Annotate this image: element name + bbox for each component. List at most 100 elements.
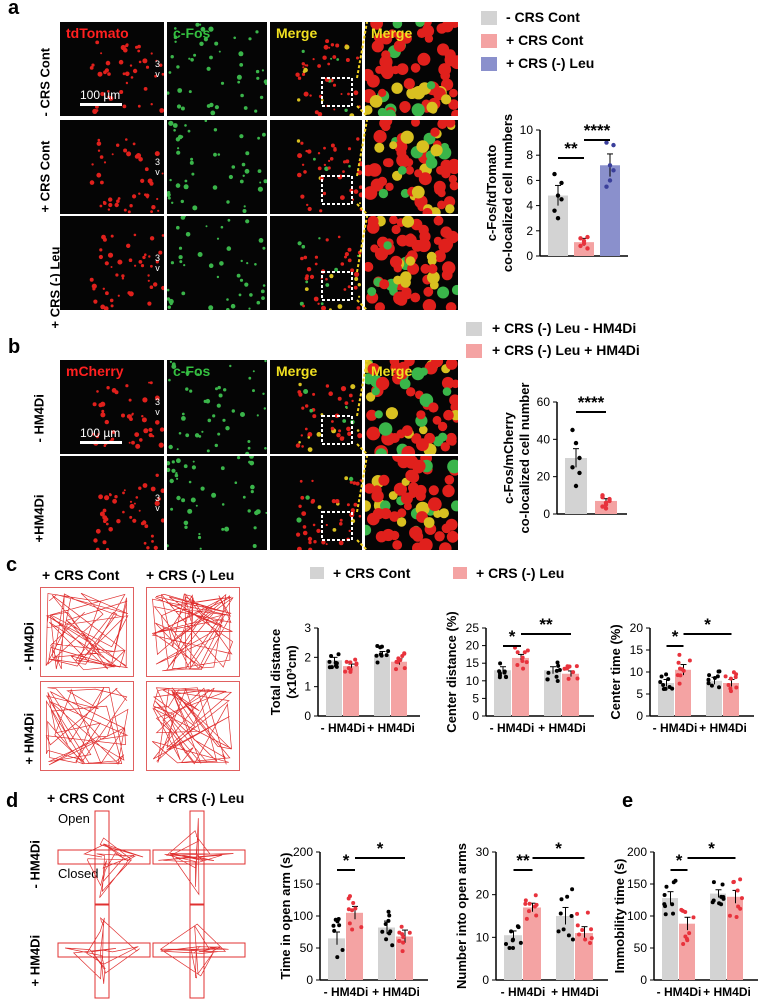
significance-label: ** bbox=[564, 139, 578, 158]
cell-dot bbox=[302, 66, 305, 69]
cell-dot bbox=[128, 398, 132, 402]
x-tick-label: + HM4Di bbox=[703, 985, 751, 999]
cell-dot bbox=[404, 360, 415, 367]
cell-dot bbox=[185, 433, 190, 438]
y-axis-label: c-Fos/mCherryco-localized cell number bbox=[501, 383, 532, 534]
cell-dot bbox=[175, 183, 181, 188]
cell-dot bbox=[297, 98, 301, 102]
cell-dot bbox=[407, 262, 420, 275]
cell-dot bbox=[106, 547, 109, 550]
micrograph-b-r2-c2 bbox=[167, 456, 267, 550]
cell-dot bbox=[300, 256, 304, 261]
y-tick-label: 20 bbox=[466, 639, 480, 653]
cell-dot bbox=[305, 280, 309, 284]
micrograph-cells bbox=[365, 456, 458, 550]
data-point bbox=[401, 940, 406, 945]
cell-dot bbox=[198, 532, 201, 536]
cell-dot bbox=[301, 163, 305, 166]
cell-dot bbox=[224, 526, 230, 532]
cell-dot bbox=[254, 109, 258, 113]
data-point bbox=[570, 465, 575, 470]
cell-dot bbox=[372, 485, 382, 495]
cell-dot bbox=[141, 415, 144, 418]
cell-dot bbox=[353, 285, 358, 290]
cell-dot bbox=[330, 57, 333, 60]
data-point bbox=[685, 938, 690, 943]
cell-dot bbox=[441, 22, 454, 33]
cell-dot bbox=[303, 91, 309, 97]
data-point bbox=[728, 676, 733, 681]
cell-dot bbox=[344, 108, 348, 113]
col-header-c-1: + CRS Cont bbox=[42, 567, 120, 583]
micrograph-cells bbox=[89, 40, 164, 114]
x-tick-label: - HM4Di bbox=[321, 721, 366, 735]
micrograph-cells bbox=[89, 233, 164, 310]
cell-dot bbox=[188, 480, 192, 484]
data-point bbox=[735, 888, 740, 893]
cell-dot bbox=[344, 44, 350, 50]
cell-dot bbox=[95, 528, 101, 534]
data-point bbox=[327, 665, 332, 670]
data-point bbox=[387, 931, 392, 936]
bar bbox=[374, 654, 390, 716]
cell-dot bbox=[171, 460, 175, 464]
cell-dot bbox=[297, 546, 302, 550]
cell-dot bbox=[116, 199, 120, 203]
cell-dot bbox=[143, 87, 148, 91]
cell-dot bbox=[181, 291, 186, 296]
cell-dot bbox=[91, 63, 95, 67]
cell-dot bbox=[321, 99, 324, 102]
cell-dot bbox=[400, 130, 414, 144]
y-tick-label: 150 bbox=[293, 877, 313, 891]
cell-dot bbox=[437, 200, 446, 210]
cell-dot bbox=[171, 201, 174, 204]
data-point bbox=[509, 929, 514, 934]
cell-dot bbox=[221, 527, 225, 531]
data-point bbox=[578, 236, 583, 241]
channel-label: Merge bbox=[276, 363, 318, 379]
cell-dot bbox=[321, 540, 326, 545]
cell-dot bbox=[105, 291, 109, 296]
cell-dot bbox=[158, 250, 163, 255]
data-point bbox=[520, 658, 525, 663]
cell-dot bbox=[138, 157, 143, 162]
cell-dot bbox=[330, 143, 335, 148]
cell-dot bbox=[148, 255, 151, 258]
cell-dot bbox=[183, 264, 186, 267]
cell-dot bbox=[176, 150, 181, 155]
data-point bbox=[333, 660, 338, 665]
cell-dot bbox=[213, 152, 217, 157]
data-point bbox=[497, 675, 502, 680]
cell-dot bbox=[338, 429, 342, 433]
cell-dot bbox=[426, 81, 436, 90]
cell-dot bbox=[105, 522, 109, 526]
cell-dot bbox=[116, 519, 121, 524]
data-point bbox=[402, 651, 407, 656]
cell-dot bbox=[356, 56, 359, 60]
x-tick-label: - HM4Di bbox=[490, 721, 535, 735]
cell-dot bbox=[123, 208, 127, 212]
cell-dot bbox=[373, 129, 387, 144]
cell-dot bbox=[401, 425, 413, 437]
cell-dot bbox=[131, 440, 135, 445]
cell-dot bbox=[110, 234, 114, 238]
cell-dot bbox=[160, 488, 164, 493]
cell-dot bbox=[440, 442, 450, 452]
cell-dot bbox=[117, 294, 120, 297]
zoom-box bbox=[321, 271, 353, 301]
cell-dot bbox=[129, 417, 133, 421]
cell-dot bbox=[328, 159, 331, 162]
cell-dot bbox=[366, 426, 381, 441]
track-line bbox=[151, 592, 234, 672]
cell-dot bbox=[297, 76, 302, 80]
cell-dot bbox=[129, 64, 133, 67]
data-point bbox=[662, 902, 667, 907]
cell-dot bbox=[178, 246, 183, 250]
cell-dot bbox=[121, 274, 125, 278]
cell-dot bbox=[347, 92, 350, 96]
cell-dot bbox=[313, 157, 316, 161]
cell-dot bbox=[427, 497, 442, 512]
cell-dot bbox=[193, 53, 197, 57]
